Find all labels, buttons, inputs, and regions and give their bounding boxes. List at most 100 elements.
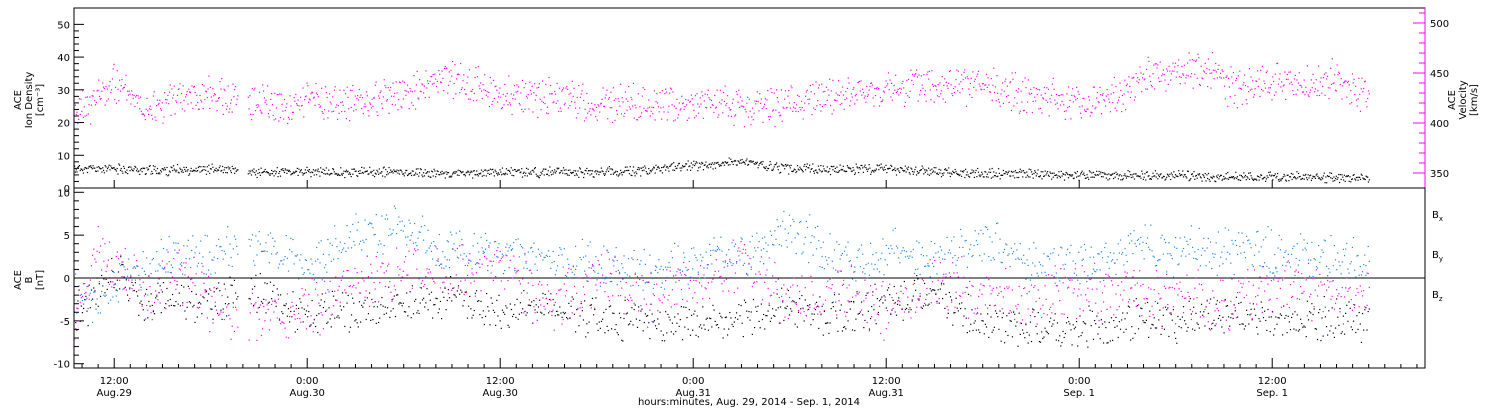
by-point [174,250,175,251]
by-point [451,234,452,235]
density-point [688,160,689,161]
bx-point [395,316,396,317]
density-point [635,175,636,176]
bx-point [521,312,522,313]
bx-point [1057,322,1058,323]
by-point [647,282,648,283]
velocity-point [419,79,420,80]
bx-point [608,330,609,331]
bx-point [1196,322,1197,323]
density-point [1074,172,1075,173]
velocity-point [697,103,698,104]
bx-point [792,300,793,301]
density-point [884,167,885,168]
density-point [1350,181,1351,182]
velocity-point [1044,87,1045,88]
velocity-point [1160,61,1161,62]
velocity-point [463,74,464,75]
by-point [228,265,229,266]
velocity-point [568,107,569,108]
density-point [607,168,608,169]
velocity-point [1312,74,1313,75]
bx-point [603,312,604,313]
density-point [799,169,800,170]
density-point [535,167,536,168]
density-point [499,169,500,170]
velocity-point [873,97,874,98]
bx-point [1356,315,1357,316]
velocity-point [811,91,812,92]
by-point [628,258,629,259]
bx-point [417,310,418,311]
bx-point [1093,339,1094,340]
bx-point [1043,336,1044,337]
velocity-point [916,70,917,71]
density-point [348,174,349,175]
bx-point [1290,329,1291,330]
velocity-point [1053,78,1054,79]
by-point [149,263,150,264]
velocity-point [687,120,688,121]
density-point [1255,178,1256,179]
by-point [227,226,228,227]
velocity-point [1255,88,1256,89]
by-point [473,245,474,246]
density-point [493,171,494,172]
bx-point [267,283,268,284]
bx-point [715,321,716,322]
by-point [605,277,606,278]
bx-point [119,288,120,289]
density-point [90,165,91,166]
bx-point [182,302,183,303]
velocity-point [902,81,903,82]
velocity-point [322,113,323,114]
velocity-point [1094,108,1095,109]
by-point [487,270,488,271]
velocity-point [703,118,704,119]
density-point [278,173,279,174]
velocity-point [510,104,511,105]
velocity-point [224,90,225,91]
by-point [670,267,671,268]
velocity-point [778,112,779,113]
by-point [684,257,685,258]
bx-point [1318,312,1319,313]
velocity-point [1142,77,1143,78]
velocity-point [639,117,640,118]
velocity-point [1037,89,1038,90]
velocity-point [318,104,319,105]
density-point [165,169,166,170]
by-point [170,272,171,273]
velocity-point [1365,81,1366,82]
density-point [711,164,712,165]
velocity-point [709,99,710,100]
density-point [381,171,382,172]
velocity-point [474,77,475,78]
bx-point [393,308,394,309]
density-point [486,175,487,176]
velocity-point [161,110,162,111]
velocity-point [351,107,352,108]
bx-point [139,303,140,304]
bx-point [1136,298,1137,299]
bx-point [756,311,757,312]
velocity-point [120,90,121,91]
density-point [444,172,445,173]
bx-point [456,296,457,297]
velocity-point [673,120,674,121]
velocity-point [1018,88,1019,89]
bx-point [163,282,164,283]
density-point [1044,175,1045,176]
density-point [372,175,373,176]
velocity-point [692,98,693,99]
density-point [709,163,710,164]
velocity-axis-label-line: Velocity [1458,80,1469,119]
bx-point [1100,338,1101,339]
density-point [1217,177,1218,178]
density-point [539,177,540,178]
density-point [341,173,342,174]
bx-point [833,306,834,307]
bx-point [407,315,408,316]
bx-point [550,293,551,294]
density-point [1154,175,1155,176]
